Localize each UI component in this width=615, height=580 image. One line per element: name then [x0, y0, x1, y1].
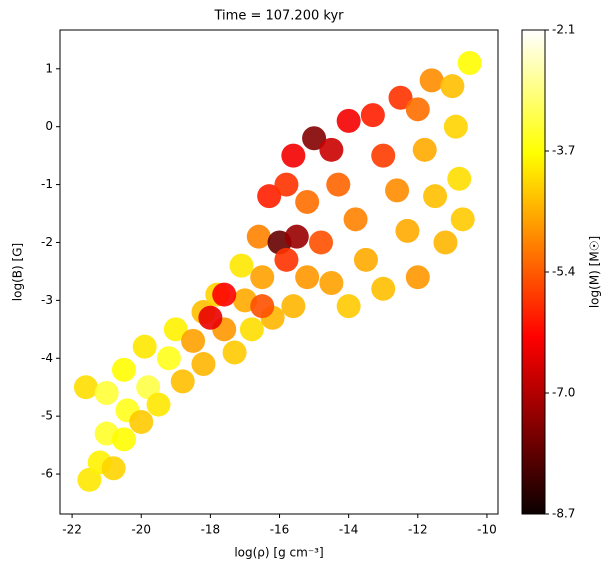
point [336, 108, 361, 133]
y-axis-label: log(B) [G] [11, 243, 25, 301]
y-tick-label: 1 [45, 61, 53, 75]
point [319, 271, 344, 295]
x-tick-label: -12 [408, 523, 428, 537]
point [388, 85, 413, 110]
point [395, 218, 420, 243]
point [385, 178, 410, 203]
point [450, 207, 475, 232]
point [191, 352, 216, 377]
point [198, 305, 223, 330]
point [405, 97, 430, 122]
point [257, 184, 282, 209]
y-tick-label: -2 [41, 235, 53, 249]
point [295, 265, 320, 290]
point [222, 340, 247, 365]
point [419, 68, 444, 93]
colorbar-tick-label: -3.7 [552, 144, 575, 158]
point [440, 74, 465, 99]
point [405, 265, 430, 290]
point [319, 137, 344, 162]
chart-title: Time = 107.200 kyr [214, 9, 345, 24]
point [229, 253, 254, 278]
point [295, 189, 320, 214]
x-tick-label: -20 [131, 523, 151, 537]
point [281, 143, 306, 168]
y-tick-label: -3 [41, 293, 53, 307]
point [181, 328, 206, 353]
point [146, 392, 171, 417]
colorbar [521, 29, 546, 515]
point [250, 294, 275, 319]
point [371, 276, 396, 301]
point [129, 409, 154, 434]
y-tick-label: 0 [45, 119, 53, 133]
y-tick-label: -1 [41, 177, 53, 191]
point [73, 375, 98, 400]
point [136, 375, 161, 400]
point [274, 247, 299, 272]
point [326, 172, 351, 197]
colorbar-tick-label: -7.0 [552, 386, 575, 400]
point [353, 247, 378, 272]
points [73, 51, 482, 492]
colorbar-tick-label: -5.4 [552, 265, 575, 279]
x-tick-label: -22 [62, 523, 82, 537]
point [423, 184, 448, 209]
point [433, 230, 458, 255]
point [101, 456, 126, 481]
x-tick-label: -18 [201, 523, 221, 537]
point [336, 294, 361, 319]
y-tick-label: -4 [41, 351, 53, 365]
x-axis-label: log(ρ) [g cm⁻³] [234, 546, 323, 560]
point [457, 51, 482, 75]
point [77, 467, 102, 492]
point [284, 224, 309, 249]
point [156, 346, 181, 371]
point [274, 172, 299, 197]
point [94, 381, 119, 405]
point [302, 126, 327, 151]
point [246, 224, 271, 249]
y-tick-label: -5 [41, 409, 53, 423]
point [412, 137, 437, 162]
colorbar-tick-label: -8.7 [552, 507, 575, 521]
point [170, 369, 195, 394]
y-tick-label: -6 [41, 467, 53, 481]
point [360, 103, 385, 128]
point [309, 230, 334, 255]
point [281, 294, 306, 319]
point [443, 114, 468, 139]
colorbar-tick-label: -2.1 [552, 23, 575, 37]
x-tick-label: -14 [339, 523, 359, 537]
point [163, 317, 188, 342]
point [343, 207, 368, 232]
point [132, 334, 157, 359]
point [239, 317, 264, 342]
point [371, 143, 396, 168]
point [111, 357, 136, 382]
point [250, 265, 275, 290]
point [447, 166, 472, 191]
point [212, 282, 237, 307]
plot-frame [59, 29, 499, 515]
point [111, 427, 136, 452]
colorbar-label: log(M) [M☉] [588, 236, 602, 308]
x-tick-label: -10 [477, 523, 497, 537]
x-tick-label: -16 [270, 523, 290, 537]
